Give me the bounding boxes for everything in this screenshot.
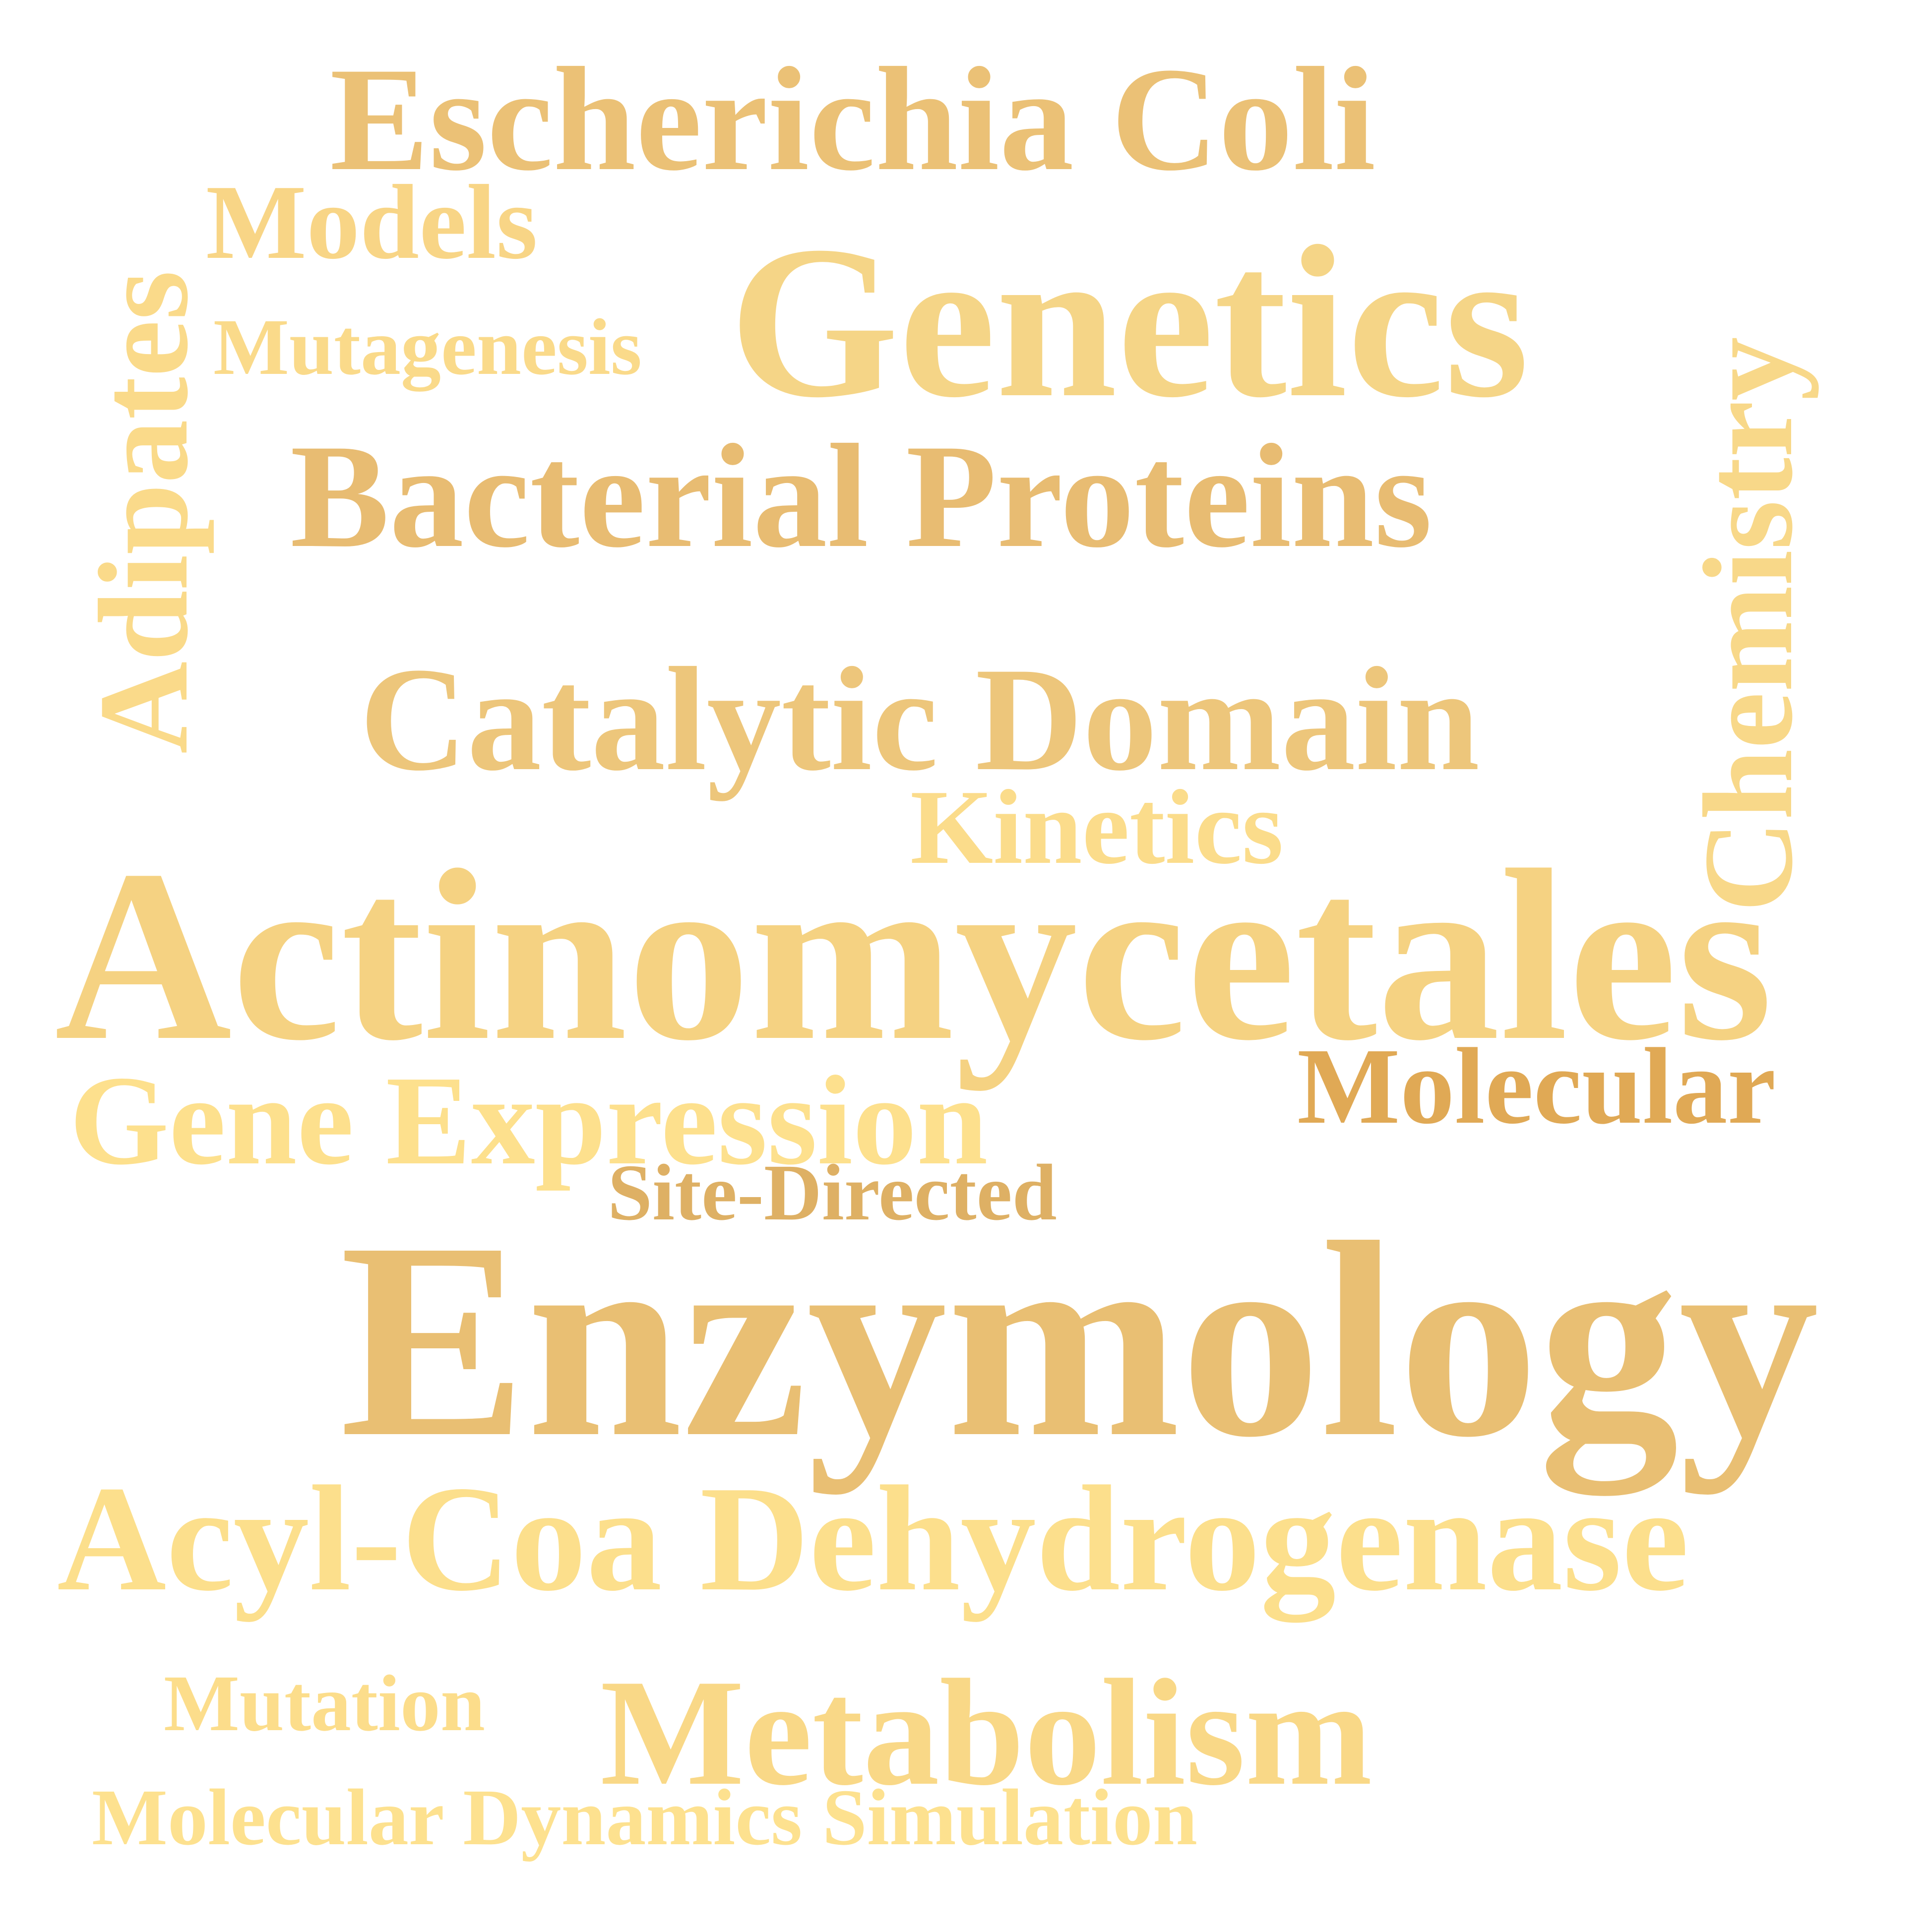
word-actinomycetales: Actinomycetales	[55, 820, 1773, 1091]
word-mutation: Mutation	[164, 1659, 485, 1748]
word-escherichia-coli: Escherichia Coli	[330, 37, 1376, 201]
word-catalytic-domain: Catalytic Domain	[360, 637, 1480, 801]
word-molecular: Molecular	[1297, 1026, 1776, 1147]
word-mutagenesis: Mutagenesis	[213, 303, 642, 392]
word-molecular-dynamics-simulation: Molecular Dynamics Simulation	[92, 1773, 1198, 1862]
word-adipates: Adipates	[72, 270, 214, 754]
word-metabolism: Metabolism	[600, 1648, 1372, 1817]
word-bacterial-proteins: Bacterial Proteins	[290, 414, 1433, 578]
word-acyl-coa-dehydrogenase: Acyl-Coa Dehydrogenase	[57, 1454, 1689, 1622]
word-models: Models	[206, 163, 538, 281]
word-site-directed: Site-Directed	[608, 1148, 1057, 1237]
word-chemistry: Chemistry	[1677, 337, 1819, 912]
word-genetics: Genetics	[729, 201, 1529, 443]
word-gene-expression: Gene Expression	[69, 1049, 988, 1191]
word-kinetics: Kinetics	[910, 768, 1284, 886]
word-enzymology: Enzymology	[340, 1185, 1819, 1495]
